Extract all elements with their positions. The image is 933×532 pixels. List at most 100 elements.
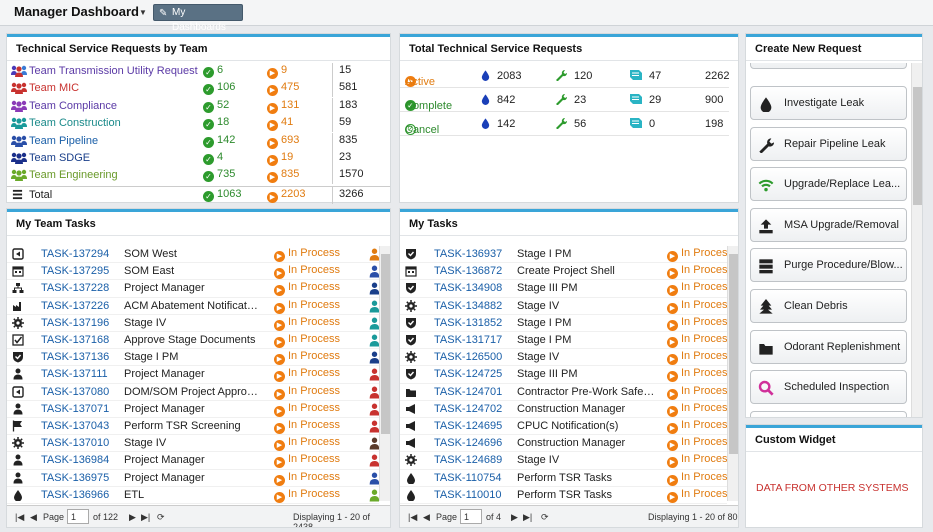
task-id-link[interactable]: TASK-137168 bbox=[41, 334, 110, 346]
completed-count[interactable]: ✓ 106 bbox=[203, 81, 235, 96]
task-row[interactable]: TASK-137168 Approve Stage Documents ▶ In Pr… bbox=[7, 332, 379, 350]
task-id-link[interactable]: TASK-131717 bbox=[434, 334, 503, 346]
create-request-button[interactable] bbox=[750, 63, 907, 69]
completed-count[interactable]: ✓ 18 bbox=[203, 116, 229, 131]
team-name[interactable]: Team Engineering bbox=[29, 169, 118, 182]
task-id-link[interactable]: TASK-137228 bbox=[41, 282, 110, 295]
task-id-link[interactable]: TASK-136937 bbox=[434, 248, 503, 260]
drop-count[interactable]: 2083 bbox=[497, 70, 522, 82]
task-row[interactable]: TASK-124689 Stage IV ▶ In Proces bbox=[400, 452, 727, 470]
create-request-button[interactable]: Repair Pipeline Leak bbox=[750, 126, 907, 161]
task-row[interactable]: TASK-137080 DOM/SOM Project Approval ▶ In P… bbox=[7, 384, 379, 401]
page-input[interactable]: 1 bbox=[67, 509, 89, 524]
in-process-count[interactable]: ▶ 475 bbox=[267, 81, 299, 97]
scrollbar-thumb[interactable] bbox=[381, 254, 390, 434]
task-row[interactable]: TASK-137010 Stage IV ▶ In Process bbox=[7, 435, 379, 453]
book-count[interactable]: 0 bbox=[649, 118, 656, 130]
create-request-button[interactable]: MSA Upgrade/Removal bbox=[750, 207, 907, 242]
task-id-link[interactable]: TASK-131852 bbox=[434, 316, 503, 329]
team-row[interactable]: Team MIC ✓ 106 ▶ 475 581 bbox=[7, 80, 390, 98]
last-page-icon[interactable]: ▶| bbox=[141, 512, 151, 522]
task-row[interactable]: TASK-134908 Stage III PM ▶ In Proces bbox=[400, 280, 727, 298]
task-id-link[interactable]: TASK-124696 bbox=[434, 437, 503, 450]
task-row[interactable]: TASK-131717 Stage I PM ▶ In Proces bbox=[400, 332, 727, 350]
create-request-button[interactable]: Scheduled Inspection bbox=[750, 370, 907, 405]
team-row[interactable]: Team Engineering ✓ 735 ▶ 835 1570 bbox=[7, 167, 390, 185]
completed-count[interactable]: ✓ 52 bbox=[203, 99, 229, 113]
team-name[interactable]: Team Construction bbox=[29, 117, 121, 130]
in-process-count[interactable]: ▶ 835 bbox=[267, 168, 299, 184]
in-process-count[interactable]: ▶ 9 bbox=[267, 64, 287, 79]
team-name[interactable]: Team Transmission Utility Request bbox=[29, 65, 198, 77]
team-row[interactable]: Team Transmission Utility Request ✓ 6 ▶ 9 15 bbox=[7, 63, 390, 80]
scrollbar[interactable] bbox=[911, 63, 922, 417]
wrench-count[interactable]: 120 bbox=[574, 70, 593, 82]
task-id-link[interactable]: TASK-136975 bbox=[41, 471, 110, 484]
task-id-link[interactable]: TASK-137071 bbox=[41, 402, 110, 415]
task-id-link[interactable]: TASK-137294 bbox=[41, 248, 110, 260]
team-name[interactable]: Team Compliance bbox=[29, 99, 118, 112]
task-id-link[interactable]: TASK-124695 bbox=[434, 420, 503, 432]
drop-count[interactable]: 142 bbox=[497, 118, 516, 130]
task-id-link[interactable]: TASK-124725 bbox=[434, 368, 503, 381]
task-id-link[interactable]: TASK-137111 bbox=[41, 368, 108, 381]
team-name[interactable]: Team SDGE bbox=[29, 152, 91, 164]
task-row[interactable]: TASK-126500 Stage IV ▶ In Proces bbox=[400, 349, 727, 367]
completed-count[interactable]: ✓ 4 bbox=[203, 151, 223, 165]
status-row[interactable]: ▶ Active 2083 120 47 2262 bbox=[400, 64, 729, 88]
task-row[interactable]: TASK-137295 SOM East ▶ In Process bbox=[7, 263, 379, 281]
completed-count[interactable]: ✓ 6 bbox=[203, 64, 223, 78]
task-row[interactable]: TASK-124695 CPUC Notification(s) ▶ In Proce… bbox=[400, 418, 727, 436]
first-page-icon[interactable]: |◀ bbox=[15, 512, 25, 522]
task-row[interactable]: TASK-136872 Create Project Shell ▶ In Proce… bbox=[400, 263, 727, 281]
task-id-link[interactable]: TASK-136966 bbox=[41, 488, 110, 501]
task-id-link[interactable]: TASK-137010 bbox=[41, 437, 110, 450]
task-id-link[interactable]: TASK-137043 bbox=[41, 420, 110, 432]
next-page-icon[interactable]: ▶ bbox=[511, 512, 518, 522]
prev-page-icon[interactable]: ◀ bbox=[30, 512, 37, 522]
status-row[interactable]: ✓ Complete 842 23 29 900 bbox=[400, 88, 729, 112]
task-row[interactable]: TASK-136984 Project Manager ▶ In Process bbox=[7, 452, 379, 470]
task-row[interactable]: TASK-110010 Perform TSR Tasks ▶ In Proces bbox=[400, 487, 727, 504]
create-request-button[interactable]: Odorant Replenishment bbox=[750, 329, 907, 364]
completed-count[interactable]: ✓ 735 bbox=[203, 168, 235, 183]
task-id-link[interactable]: TASK-137226 bbox=[41, 299, 110, 312]
next-page-icon[interactable]: ▶ bbox=[129, 512, 136, 522]
task-id-link[interactable]: TASK-137196 bbox=[41, 316, 110, 329]
scrollbar[interactable] bbox=[727, 246, 738, 501]
create-request-button[interactable]: Investigate Leak bbox=[750, 86, 907, 120]
task-row[interactable]: TASK-124725 Stage III PM ▶ In Proces bbox=[400, 366, 727, 384]
task-id-link[interactable]: TASK-124689 bbox=[434, 454, 503, 467]
book-count[interactable]: 29 bbox=[649, 94, 662, 106]
task-row[interactable]: TASK-131852 Stage I PM ▶ In Proces bbox=[400, 315, 727, 332]
task-row[interactable]: TASK-136975 Project Manager ▶ In Process bbox=[7, 470, 379, 487]
last-page-icon[interactable]: ▶| bbox=[523, 512, 533, 522]
chevron-down-icon[interactable]: ▼ bbox=[139, 8, 147, 17]
team-row[interactable]: Team Pipeline ✓ 142 ▶ 693 835 bbox=[7, 132, 390, 150]
task-id-link[interactable]: TASK-134882 bbox=[434, 299, 503, 312]
create-request-button[interactable]: Clean Debris bbox=[750, 289, 907, 323]
team-row[interactable]: Team Construction ✓ 18 ▶ 41 59 bbox=[7, 115, 390, 133]
task-row[interactable]: TASK-134882 Stage IV ▶ In Proces bbox=[400, 298, 727, 315]
scrollbar-thumb[interactable] bbox=[729, 254, 738, 454]
task-id-link[interactable]: TASK-136984 bbox=[41, 454, 110, 467]
task-id-link[interactable]: TASK-137136 bbox=[41, 351, 110, 364]
in-process-count[interactable]: ▶ 131 bbox=[267, 99, 299, 114]
wrench-count[interactable]: 23 bbox=[574, 94, 587, 106]
page-input[interactable]: 1 bbox=[460, 509, 482, 524]
task-id-link[interactable]: TASK-134908 bbox=[434, 282, 503, 295]
page-title[interactable]: Manager Dashboard bbox=[14, 4, 139, 19]
team-name[interactable]: Team MIC bbox=[29, 82, 80, 95]
refresh-icon[interactable]: ⟳ bbox=[541, 512, 549, 522]
my-dashboards-button[interactable]: ✎ My Dashboards bbox=[153, 4, 243, 33]
prev-page-icon[interactable]: ◀ bbox=[423, 512, 430, 522]
completed-count[interactable]: ✓ 142 bbox=[203, 134, 235, 148]
task-row[interactable]: TASK-137294 SOM West ▶ In Process bbox=[7, 246, 379, 264]
task-id-link[interactable]: TASK-124701 bbox=[434, 385, 503, 398]
task-id-link[interactable]: TASK-124702 bbox=[434, 402, 503, 415]
task-row[interactable]: TASK-136966 ETL ▶ In Process bbox=[7, 487, 379, 504]
scrollbar[interactable] bbox=[379, 246, 390, 501]
task-row[interactable]: TASK-124702 Construction Manager ▶ In Proce… bbox=[400, 401, 727, 418]
in-process-count[interactable]: ▶ 693 bbox=[267, 134, 299, 149]
task-row[interactable]: TASK-124701 Contractor Pre-Work Safety ..… bbox=[400, 384, 727, 401]
